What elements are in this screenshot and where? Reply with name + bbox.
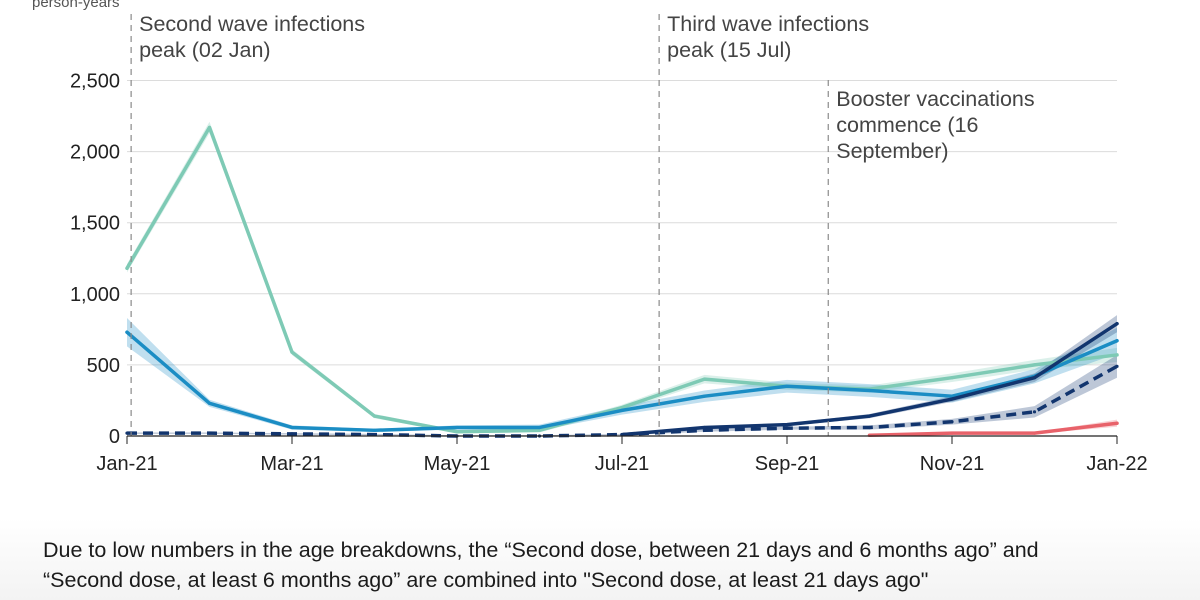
- y-tick-label: 2,000: [70, 142, 120, 164]
- data-point-mid-blue: [867, 388, 872, 393]
- data-point-dark-blue: [1032, 376, 1037, 380]
- data-point-light-green: [290, 350, 294, 354]
- annotation-text: Second wave infections: [139, 12, 365, 36]
- data-point-mid-blue: [950, 394, 954, 398]
- series-line-red: [867, 421, 1119, 438]
- data-point-mid-blue: [1115, 339, 1119, 343]
- data-point-mid-blue: [207, 401, 212, 405]
- annotation-text: peak (02 Jan): [139, 38, 270, 62]
- data-point-light-green: [372, 414, 377, 418]
- data-point-light-green: [1032, 363, 1037, 367]
- data-point-dark-blue: [785, 423, 789, 427]
- data-point-dark-blue-dashed: [620, 432, 624, 437]
- data-point-mid-blue: [125, 330, 129, 334]
- data-point-light-green: [1115, 353, 1119, 357]
- x-tick-label: Jan-21: [96, 453, 157, 475]
- series-line-mid-blue: [125, 330, 1119, 433]
- data-point-mid-blue: [620, 408, 624, 413]
- data-point-dark-blue-dashed: [867, 425, 872, 430]
- y-tick-label: 0: [109, 426, 120, 448]
- data-point-dark-blue-dashed: [1115, 364, 1119, 368]
- data-point-light-green: [950, 376, 954, 380]
- data-point-dark-blue: [1115, 322, 1119, 326]
- footnote-line-1: Due to low numbers in the age breakdowns…: [43, 538, 1039, 562]
- data-point-light-green: [537, 428, 542, 432]
- annotation-text: September): [836, 139, 948, 163]
- data-point-light-green: [125, 266, 129, 270]
- data-point-dark-blue-dashed: [950, 420, 954, 424]
- data-point-light-green: [455, 430, 459, 434]
- data-point-dark-blue-dashed: [785, 426, 789, 430]
- data-point-dark-blue: [950, 397, 954, 401]
- data-point-dark-blue: [702, 425, 707, 430]
- x-tick-label: May-21: [424, 453, 491, 475]
- data-point-light-green: [620, 405, 624, 410]
- data-point-light-green: [702, 377, 707, 381]
- x-tick-label: Nov-21: [920, 453, 984, 475]
- annotation-text: commence (16: [836, 113, 978, 137]
- data-point-dark-blue-dashed: [207, 431, 212, 435]
- x-tick-label: Jan-22: [1086, 453, 1147, 475]
- data-point-mid-blue: [372, 428, 377, 432]
- footnote: Due to low numbers in the age breakdowns…: [0, 518, 1200, 600]
- annotation-text: Booster vaccinations: [836, 87, 1034, 111]
- y-tick-label: 500: [87, 355, 120, 377]
- data-point-light-green: [207, 125, 212, 130]
- data-point-mid-blue: [290, 425, 294, 430]
- data-point-dark-blue: [867, 414, 872, 418]
- y-tick-label: 1,500: [70, 213, 120, 235]
- data-point-mid-blue: [537, 425, 542, 430]
- annotation-text: peak (15 Jul): [667, 38, 791, 62]
- x-tick-label: Mar-21: [260, 453, 323, 475]
- data-point-dark-blue-dashed: [702, 428, 707, 432]
- x-tick-label: Sep-21: [755, 453, 820, 475]
- data-point-mid-blue: [702, 394, 707, 398]
- data-point-dark-blue-dashed: [1032, 410, 1037, 414]
- data-point-red: [950, 431, 954, 435]
- data-point-dark-blue-dashed: [290, 432, 294, 436]
- data-point-red: [1115, 421, 1119, 425]
- data-point-mid-blue: [785, 384, 789, 388]
- data-point-mid-blue: [455, 425, 459, 430]
- y-tick-label: 2,500: [70, 71, 120, 93]
- footnote-line-2: “Second dose, at least 6 months ago” are…: [43, 568, 929, 592]
- data-point-dark-blue-dashed: [125, 431, 129, 435]
- y-tick-label: 1,000: [70, 284, 120, 306]
- data-point-dark-blue-dashed: [372, 432, 377, 437]
- annotation-text: Third wave infections: [667, 12, 869, 36]
- chart: person-years 0 500 1,000 1,500 2,000 2,500 Jan-…: [32, 0, 1148, 475]
- data-point-red: [1032, 431, 1037, 435]
- x-tick-label: Jul-21: [595, 453, 649, 475]
- y-axis-label: person-years: [32, 0, 120, 11]
